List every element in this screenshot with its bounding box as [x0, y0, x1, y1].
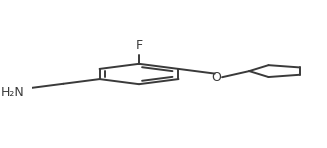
Text: F: F [135, 39, 143, 52]
Text: O: O [211, 71, 221, 84]
Text: H₂N: H₂N [0, 86, 24, 99]
